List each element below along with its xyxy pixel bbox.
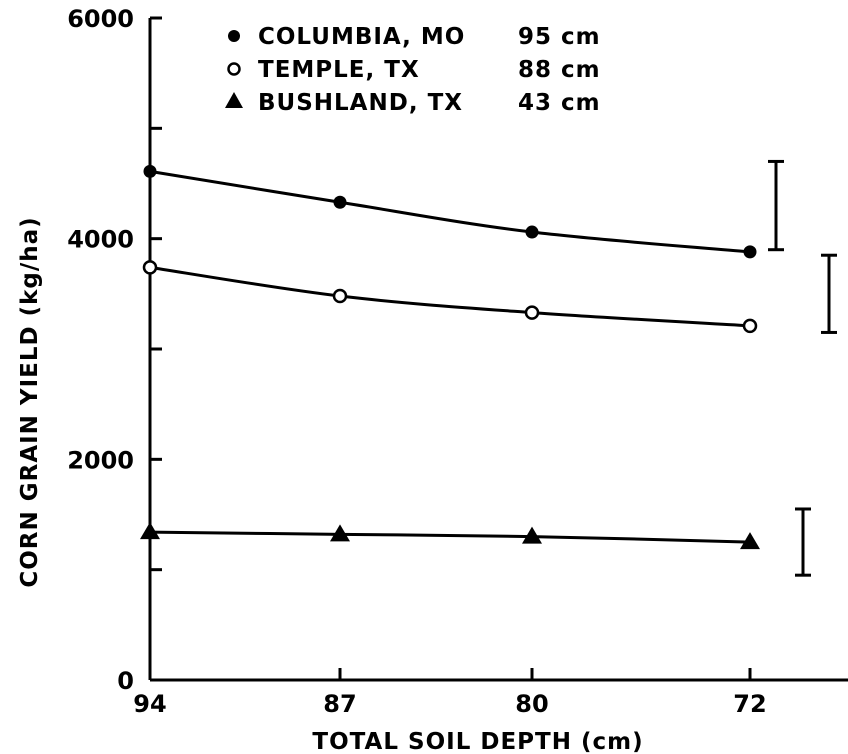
x-axis-ticks — [148, 668, 752, 680]
legend-marker-columbia — [228, 30, 240, 42]
y-axis-ticks — [150, 16, 162, 682]
legend: COLUMBIA, MO 95 cm TEMPLE, TX 88 cm BUSH… — [225, 24, 601, 116]
x-axis-label: TOTAL SOIL DEPTH (cm) — [312, 729, 643, 754]
series-layer — [140, 164, 760, 550]
x-axis-tick-labels: 94 87 80 72 — [133, 690, 766, 718]
y-tick-label-2000: 2000 — [67, 446, 134, 474]
y-tick-label-0: 0 — [117, 667, 134, 695]
point-temple-87 — [332, 288, 348, 304]
legend-depth-bushland: 43 cm — [518, 90, 601, 116]
error-bars — [768, 159, 837, 577]
legend-depth-columbia: 95 cm — [518, 24, 601, 50]
x-tick-label-80: 80 — [515, 690, 548, 718]
series-line-temple — [149, 265, 751, 328]
y-axis-tick-labels: 0 2000 4000 6000 — [67, 5, 134, 695]
y-tick-label-6000: 6000 — [67, 5, 134, 33]
point-bushland-80 — [522, 526, 542, 544]
point-columbia-87 — [333, 195, 347, 209]
x-tick-label-72: 72 — [733, 690, 766, 718]
point-temple-80 — [524, 305, 540, 320]
series-line-bushland — [149, 530, 751, 544]
legend-name-columbia: COLUMBIA, MO — [258, 24, 465, 50]
legend-marker-bushland — [225, 92, 243, 108]
y-tick-label-4000: 4000 — [67, 226, 134, 254]
point-columbia-72 — [743, 245, 757, 259]
legend-marker-temple — [227, 62, 241, 76]
point-bushland-72 — [740, 532, 760, 550]
legend-name-temple: TEMPLE, TX — [258, 57, 420, 83]
legend-name-bushland: BUSHLAND, TX — [258, 90, 463, 116]
x-tick-label-87: 87 — [323, 690, 356, 718]
error-bar-temple — [821, 253, 837, 334]
y-axis-label: CORN GRAIN YIELD (kg/ha) — [17, 216, 43, 587]
point-temple-94 — [142, 260, 158, 275]
series-line-columbia — [149, 169, 751, 254]
point-columbia-94 — [143, 164, 157, 178]
point-temple-72 — [742, 318, 758, 334]
point-bushland-87 — [330, 524, 350, 542]
error-bar-bushland — [795, 507, 811, 577]
point-columbia-80 — [525, 225, 539, 239]
error-bar-columbia — [768, 159, 784, 252]
point-bushland-94 — [140, 522, 160, 540]
legend-depth-temple: 88 cm — [518, 57, 601, 83]
x-tick-label-94: 94 — [133, 690, 166, 718]
